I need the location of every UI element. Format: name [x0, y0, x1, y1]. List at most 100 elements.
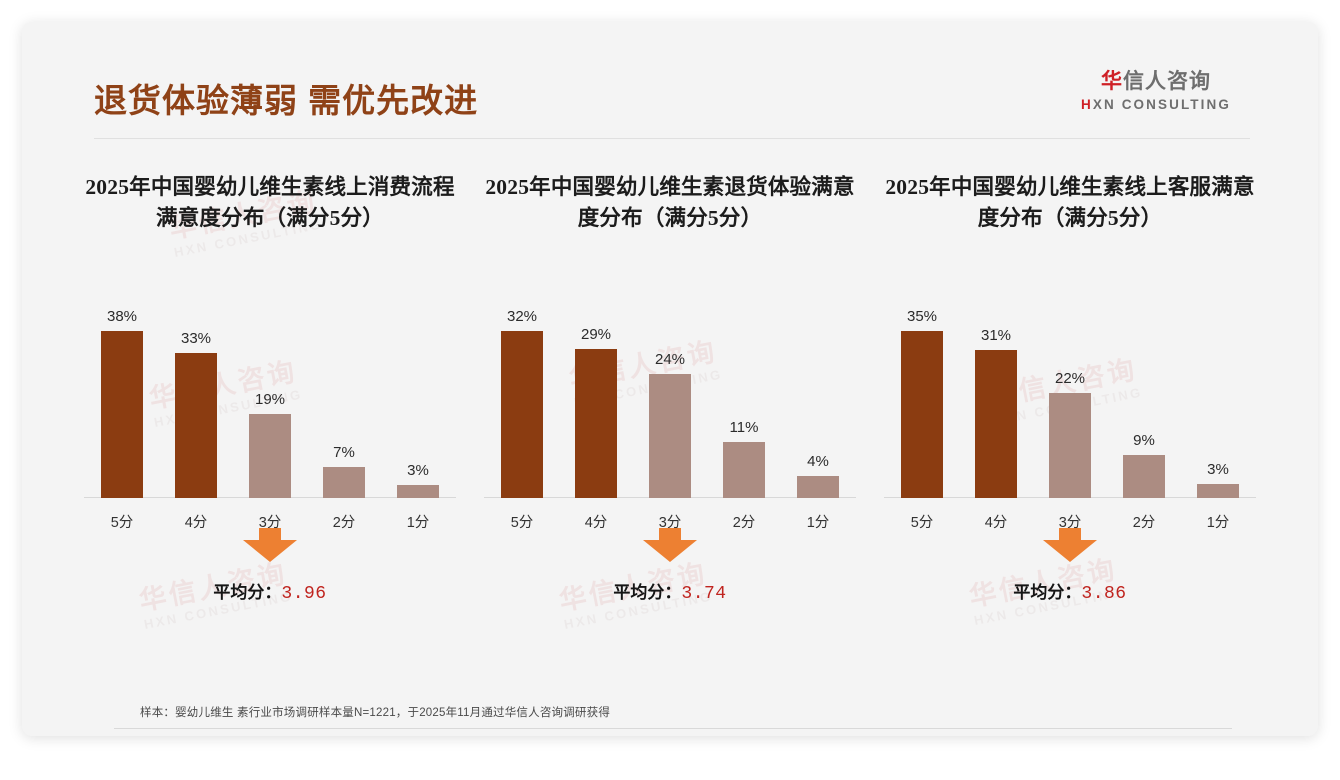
- bar[interactable]: [1197, 484, 1239, 498]
- bar-group[interactable]: 35%: [890, 298, 954, 498]
- bar-group[interactable]: 11%: [712, 298, 776, 498]
- logo-chinese-rest: 信人咨询: [1123, 70, 1211, 93]
- bar-value-label: 19%: [254, 391, 286, 408]
- bar-group[interactable]: 31%: [964, 298, 1028, 498]
- category-label: 3分: [258, 515, 282, 531]
- bar-value-label: 32%: [506, 308, 538, 325]
- down-arrow-icon: [243, 528, 297, 562]
- logo-chinese-accent: 华: [1101, 70, 1123, 93]
- category-label: 1分: [1206, 515, 1230, 531]
- bar-value-label: 7%: [333, 444, 355, 461]
- bar-group[interactable]: 29%: [564, 298, 628, 498]
- average-score-block: 平均分：3.96: [84, 528, 456, 604]
- bar-chart-3: 35% 31% 22% 9%: [884, 298, 1256, 531]
- bar[interactable]: [649, 374, 691, 498]
- bar[interactable]: [397, 485, 439, 498]
- bar[interactable]: [1123, 455, 1165, 498]
- footer-divider: [114, 728, 1232, 729]
- average-score-block: 平均分：3.74: [484, 528, 856, 604]
- category-label: 4分: [584, 515, 608, 531]
- bar-group[interactable]: 19%: [238, 298, 302, 498]
- bar-value-label: 9%: [1133, 432, 1155, 449]
- bar-value-label: 4%: [807, 453, 829, 470]
- bar[interactable]: [901, 331, 943, 498]
- bar[interactable]: [501, 331, 543, 498]
- category-axis: 5分 4分 3分 2分 1分: [84, 511, 456, 532]
- plot-area: 35% 31% 22% 9%: [884, 298, 1256, 498]
- bar-value-label: 33%: [180, 330, 212, 347]
- bar[interactable]: [101, 331, 143, 498]
- bar-chart-2: 32% 29% 24% 11%: [484, 298, 856, 531]
- average-score: 平均分：3.96: [84, 578, 456, 604]
- category-label: 5分: [510, 515, 534, 531]
- bar-value-label: 35%: [906, 308, 938, 325]
- category-axis: 5分 4分 3分 2分 1分: [884, 511, 1256, 532]
- chart-title: 2025年中国婴幼儿维生素线上消费流程满意度分布（满分5分）: [85, 175, 455, 230]
- category-label: 4分: [184, 515, 208, 531]
- page-title: 退货体验薄弱 需优先改进: [94, 82, 479, 119]
- bar-value-label: 3%: [407, 462, 429, 479]
- average-score-label: 平均分：: [613, 583, 682, 602]
- down-arrow-icon: [1043, 528, 1097, 562]
- bar-value-label: 3%: [1207, 461, 1229, 478]
- category-label: 1分: [806, 515, 830, 531]
- average-score-value: 3.74: [681, 584, 727, 604]
- bar-group[interactable]: 3%: [1186, 298, 1250, 498]
- average-score: 平均分：3.74: [484, 578, 856, 604]
- logo-english-accent: H: [1081, 97, 1093, 113]
- average-score-label: 平均分：: [213, 583, 282, 602]
- bar-chart-1: 38% 33% 19% 7%: [84, 298, 456, 531]
- chart-column-3: 2025年中国婴幼儿维生素线上客服满意度分布（满分5分） 35% 31% 22%: [870, 172, 1270, 672]
- bar[interactable]: [723, 442, 765, 498]
- bar-value-label: 31%: [980, 327, 1012, 344]
- category-label: 5分: [110, 515, 134, 531]
- chart-title: 2025年中国婴幼儿维生素线上客服满意度分布（满分5分）: [885, 175, 1255, 230]
- slide-header: 退货体验薄弱 需优先改进 华信人咨询 HXN CONSULTING: [22, 22, 1318, 139]
- bar-group[interactable]: 22%: [1038, 298, 1102, 498]
- logo-english-rest: XN CONSULTING: [1092, 97, 1231, 113]
- brand-logo: 华信人咨询 HXN CONSULTING: [1066, 70, 1246, 112]
- category-label: 1分: [406, 515, 430, 531]
- bar[interactable]: [575, 349, 617, 498]
- bar-value-label: 24%: [654, 351, 686, 368]
- average-score: 平均分：3.86: [884, 578, 1256, 604]
- bar-group[interactable]: 38%: [90, 298, 154, 498]
- average-score-value: 3.96: [281, 584, 327, 604]
- category-label: 2分: [1132, 515, 1156, 531]
- bar[interactable]: [249, 414, 291, 498]
- bar[interactable]: [1049, 393, 1091, 498]
- bar-group[interactable]: 9%: [1112, 298, 1176, 498]
- bar-value-label: 11%: [729, 419, 759, 436]
- bar-value-label: 38%: [106, 308, 138, 325]
- category-label: 3分: [658, 515, 682, 531]
- bar-group[interactable]: 33%: [164, 298, 228, 498]
- slide-canvas: 退货体验薄弱 需优先改进 华信人咨询 HXN CONSULTING 华信人咨询 …: [22, 22, 1318, 736]
- bar[interactable]: [797, 476, 839, 498]
- category-label: 2分: [732, 515, 756, 531]
- category-axis: 5分 4分 3分 2分 1分: [484, 511, 856, 532]
- category-label: 4分: [984, 515, 1008, 531]
- chart-title: 2025年中国婴幼儿维生素退货体验满意度分布（满分5分）: [485, 175, 855, 230]
- plot-area: 38% 33% 19% 7%: [84, 298, 456, 498]
- bar-group[interactable]: 3%: [386, 298, 450, 498]
- bar-group[interactable]: 24%: [638, 298, 702, 498]
- bar-group[interactable]: 32%: [490, 298, 554, 498]
- down-arrow-icon: [643, 528, 697, 562]
- chart-column-1: 2025年中国婴幼儿维生素线上消费流程满意度分布（满分5分） 38% 33% 1…: [70, 172, 470, 672]
- bar[interactable]: [175, 353, 217, 498]
- chart-column-2: 2025年中国婴幼儿维生素退货体验满意度分布（满分5分） 32% 29% 24%: [470, 172, 870, 672]
- average-score-block: 平均分：3.86: [884, 528, 1256, 604]
- average-score-value: 3.86: [1081, 584, 1127, 604]
- bar[interactable]: [975, 350, 1017, 498]
- bar[interactable]: [323, 467, 365, 498]
- plot-area: 32% 29% 24% 11%: [484, 298, 856, 498]
- logo-english: HXN CONSULTING: [1066, 97, 1246, 112]
- bar-group[interactable]: 7%: [312, 298, 376, 498]
- bar-value-label: 22%: [1054, 370, 1086, 387]
- bar-value-label: 29%: [580, 326, 612, 343]
- category-label: 2分: [332, 515, 356, 531]
- average-score-label: 平均分：: [1013, 583, 1082, 602]
- header-divider: [94, 138, 1250, 139]
- sample-footnote: 样本：婴幼儿维生 素行业市场调研样本量N=1221，于2025年11月通过华信人…: [140, 707, 611, 719]
- bar-group[interactable]: 4%: [786, 298, 850, 498]
